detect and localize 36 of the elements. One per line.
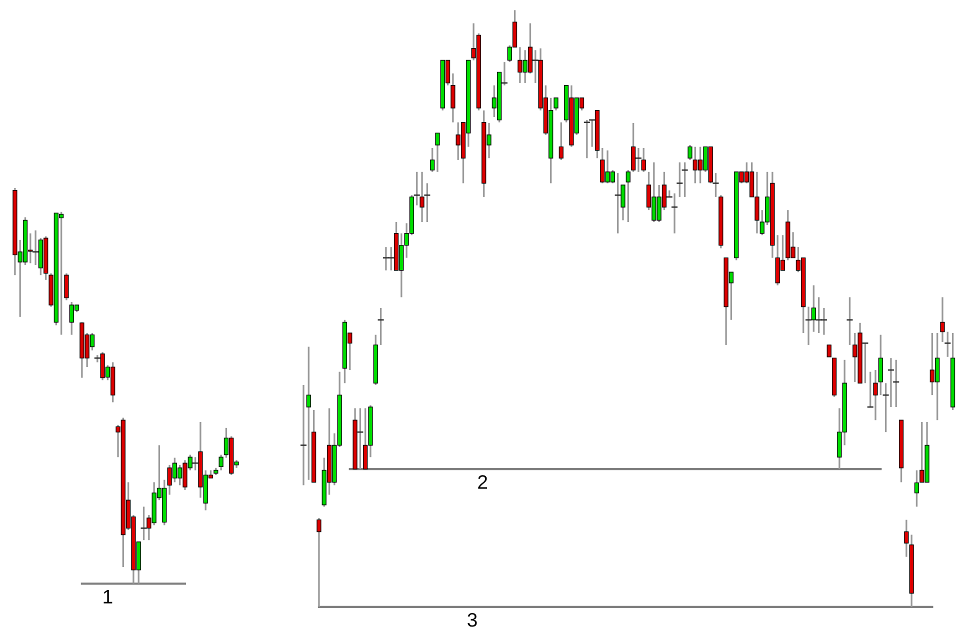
candlestick: [450, 72, 456, 124]
candlestick: [64, 272, 69, 302]
candlestick: [192, 456, 198, 472]
candlestick: [940, 296, 945, 343]
candlestick: [626, 169, 630, 223]
candlestick: [357, 407, 364, 470]
candlestick: [904, 518, 909, 558]
candlestick: [32, 230, 39, 266]
candlestick: [846, 296, 853, 346]
candlestick: [218, 454, 224, 472]
candlestick: [558, 122, 564, 161]
candlestick: [316, 517, 322, 608]
candlestick: [554, 97, 558, 112]
candlestick: [873, 369, 878, 421]
candlestick: [435, 132, 440, 173]
candlestick: [378, 307, 384, 346]
candlestick: [878, 334, 883, 396]
candlestick: [635, 147, 642, 173]
candlestick: [688, 144, 692, 161]
candlestick: [420, 171, 424, 223]
candlestick: [306, 346, 311, 481]
candlestick: [430, 147, 435, 173]
candlestick: [862, 342, 868, 384]
candlestick: [614, 172, 621, 234]
candlestick: [620, 184, 626, 222]
candlestick: [826, 344, 832, 358]
text: 3: [468, 613, 477, 627]
candlestick: [630, 122, 636, 173]
candlestick: [712, 172, 719, 198]
candlestick: [914, 469, 920, 508]
annotation: 1: [104, 590, 112, 604]
candlestick: [641, 147, 646, 173]
candlestick: [501, 61, 508, 86]
candlestick: [140, 506, 147, 541]
annotation: 2: [478, 475, 488, 489]
candlestick: [811, 284, 816, 333]
